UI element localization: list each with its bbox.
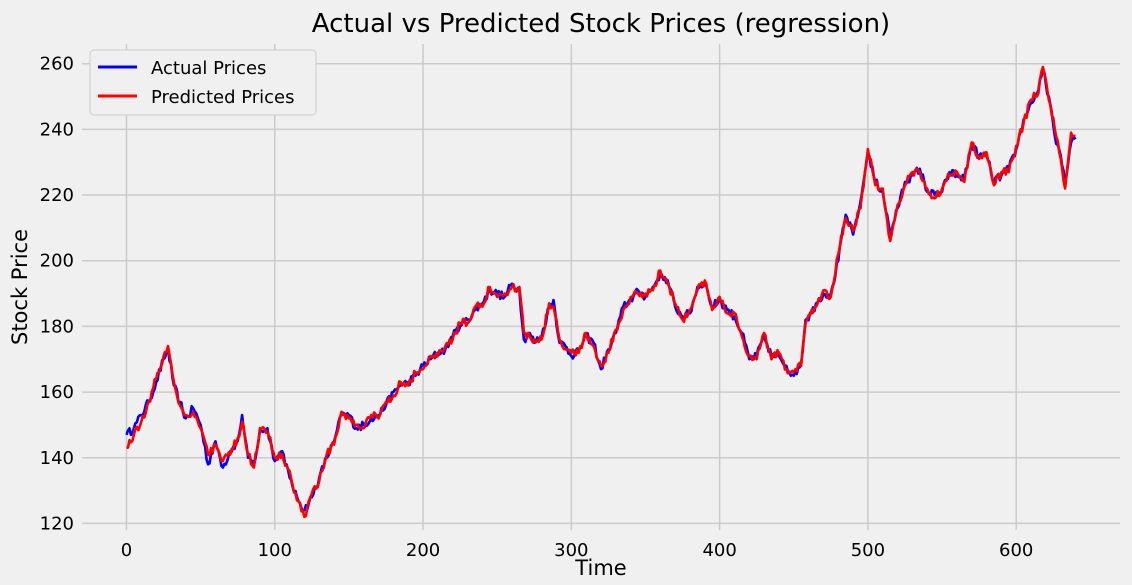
- x-tick-label: 200: [406, 540, 440, 561]
- y-tick-label: 200: [40, 251, 74, 272]
- chart-title: Actual vs Predicted Stock Prices (regres…: [312, 9, 890, 39]
- legend-label-predicted: Predicted Prices: [151, 87, 295, 108]
- y-tick-label: 140: [40, 448, 74, 469]
- x-tick-label: 300: [554, 540, 588, 561]
- series-group: [125, 65, 1077, 519]
- y-tick-label: 180: [40, 316, 74, 337]
- legend-box: [89, 49, 317, 116]
- x-tick-label: 400: [702, 540, 736, 561]
- y-tick-label: 260: [40, 54, 74, 75]
- legend: Actual Prices Predicted Prices: [89, 49, 317, 116]
- y-axis-ticks: 120 140 160 180 200 220 240 260: [40, 54, 74, 535]
- y-tick-label: 220: [40, 185, 74, 206]
- x-tick-label: 600: [999, 540, 1033, 561]
- y-tick-label: 120: [40, 513, 74, 534]
- y-axis-label: Stock Price: [8, 229, 32, 345]
- x-axis-label: Time: [574, 556, 626, 580]
- y-tick-label: 160: [40, 382, 74, 403]
- x-tick-label: 500: [851, 540, 885, 561]
- series-line-predicted: [126, 65, 1076, 519]
- y-tick-label: 240: [40, 119, 74, 140]
- x-axis-ticks: 0 100 200 300 400 500 600: [121, 540, 1034, 561]
- plot-area: [82, 44, 1120, 530]
- x-tick-label: 0: [121, 540, 132, 561]
- x-tick-label: 100: [258, 540, 292, 561]
- legend-label-actual: Actual Prices: [151, 58, 266, 79]
